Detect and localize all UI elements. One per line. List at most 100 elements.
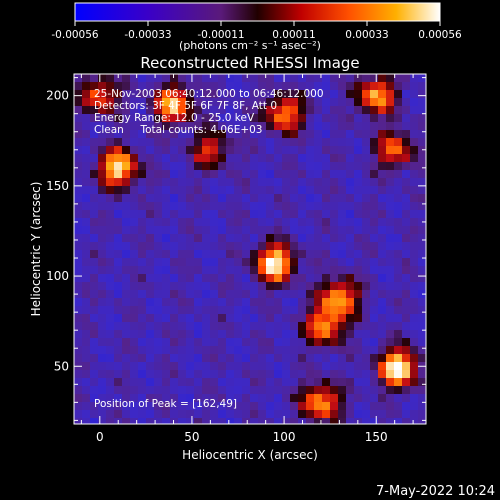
heatmap-cell [266,122,275,131]
heatmap-cell [402,346,411,355]
heatmap-cell [226,90,235,99]
heatmap-cell [202,154,211,163]
heatmap-cell [402,402,411,411]
heatmap-cell [154,250,163,259]
heatmap-cell [354,250,363,259]
heatmap-cell [170,394,179,403]
y-tick-label: 150 [46,179,69,193]
heatmap-cell [130,122,139,131]
heatmap-cell [90,218,99,227]
heatmap-cell [338,354,347,363]
heatmap-cell [418,234,426,243]
heatmap-cell [354,322,363,331]
heatmap-cell [114,162,123,171]
heatmap-cell [394,106,403,115]
heatmap-cell [130,186,139,195]
heatmap-cell [242,298,251,307]
heatmap-cell [298,210,307,219]
heatmap-cell [306,266,315,275]
heatmap-cell [74,122,83,131]
colorbar-tick-label: -0.00033 [124,29,171,41]
heatmap-cell [162,322,171,331]
heatmap-cell [378,162,387,171]
heatmap-cell [218,338,227,347]
heatmap-cell [354,226,363,235]
heatmap-cell [162,114,171,123]
heatmap-cell [218,90,227,99]
heatmap-cell [410,346,419,355]
heatmap-cell [114,106,123,115]
heatmap-cell [242,386,251,395]
heatmap-cell [354,138,363,147]
heatmap-cell [138,314,147,323]
heatmap-cell [322,322,331,331]
annotation-time: 25-Nov-2003 06:40:12.000 to 06:46:12.000 [94,88,324,100]
heatmap-cell [274,394,283,403]
heatmap-cell [378,386,387,395]
heatmap-cell [378,274,387,283]
heatmap-cell [82,226,91,235]
heatmap-cell [218,306,227,315]
heatmap-cell [218,154,227,163]
heatmap-cell [338,298,347,307]
heatmap-cell [410,250,419,259]
heatmap-cell [402,306,411,315]
heatmap-cell [370,314,379,323]
heatmap-cell [122,370,131,379]
heatmap-cell [274,410,283,419]
heatmap-cell [322,354,331,363]
heatmap-cell [354,114,363,123]
heatmap-cell [266,258,275,267]
heatmap-cell [90,402,99,411]
heatmap-cell [338,210,347,219]
heatmap-cell [298,146,307,155]
heatmap-cell [314,98,323,107]
heatmap-cell [410,378,419,387]
heatmap-cell [418,338,426,347]
heatmap-cell [146,106,155,115]
heatmap-cell [90,162,99,171]
heatmap-cell [354,298,363,307]
heatmap-cell [418,298,426,307]
heatmap-cell [194,306,203,315]
heatmap-cell [298,282,307,291]
heatmap-cell [226,274,235,283]
heatmap-cell [162,130,171,139]
heatmap-cell [298,218,307,227]
heatmap-cell [258,98,267,107]
heatmap-cell [114,90,123,99]
heatmap-cell [314,186,323,195]
heatmap-cell [322,90,331,99]
heatmap-cell [314,378,323,387]
heatmap-cell [178,194,187,203]
heatmap-cell [202,346,211,355]
heatmap-cell [114,178,123,187]
heatmap-cell [154,234,163,243]
heatmap-cell [154,402,163,411]
heatmap-cell [146,202,155,211]
heatmap-cell [418,242,426,251]
heatmap-cell [242,322,251,331]
heatmap-cell [74,314,83,323]
heatmap-cell [242,338,251,347]
heatmap-cell [226,378,235,387]
heatmap-cell [114,114,123,123]
heatmap-cell [266,330,275,339]
heatmap-cell [346,154,355,163]
heatmap-cell [290,378,299,387]
heatmap-cell [154,82,163,91]
heatmap-cell [274,274,283,283]
heatmap-cell [362,370,371,379]
heatmap-cell [122,258,131,267]
heatmap-cell [354,98,363,107]
heatmap-cell [290,194,299,203]
heatmap-cell [234,194,243,203]
heatmap-cell [410,314,419,323]
heatmap-cell [218,170,227,179]
heatmap-cell [82,362,91,371]
heatmap-cell [114,378,123,387]
heatmap-cell [90,418,99,424]
heatmap-cell [266,378,275,387]
heatmap-cell [82,194,91,203]
heatmap-cell [218,242,227,251]
